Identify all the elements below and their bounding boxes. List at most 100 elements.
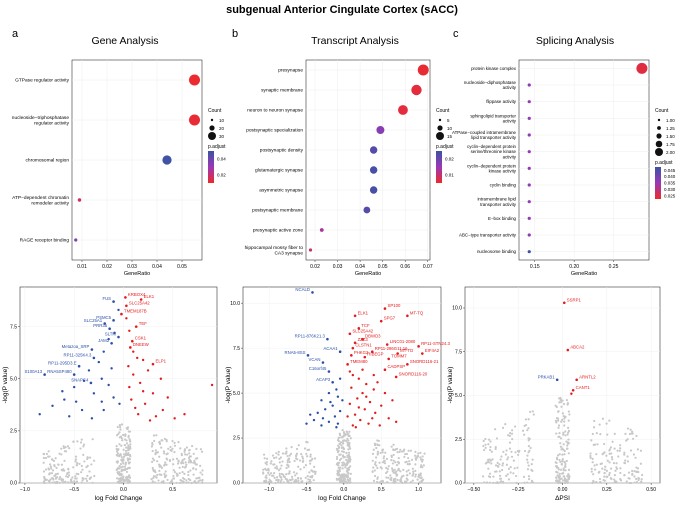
splicing_volcano-ns-point	[509, 471, 512, 474]
splicing_volcano-ns-point	[526, 468, 530, 471]
gene_volcano-ns-point	[187, 456, 191, 460]
transcript_volcano-ns-point	[285, 473, 288, 476]
transcript_volcano-ns-point	[347, 472, 350, 475]
transcript_volcano-ns-point	[395, 463, 399, 467]
splicing_volcano-ns-point	[531, 469, 534, 473]
gene_volcano-ns-point	[43, 478, 47, 482]
transcript_volcano-ns-point	[262, 468, 265, 471]
gene_volcano-ns-point	[123, 465, 126, 468]
transcript_volcano-ns-point	[375, 480, 379, 484]
transcript_volcano-ns-point	[286, 454, 289, 458]
transcript_volcano-ns-point	[263, 457, 266, 460]
transcript_volcano-ns-point	[275, 479, 278, 482]
transcript_volcano-ns-point	[313, 465, 316, 468]
splicing_dot-category-label: ABC−type transporter activity	[459, 233, 517, 238]
transcript_volcano-ns-point	[303, 447, 307, 450]
splicing_volcano-ns-point	[629, 449, 633, 452]
splicing_volcano-ns-point	[619, 478, 622, 481]
transcript_volcano-ns-point	[278, 461, 281, 464]
splicing_volcano-ns-point	[560, 477, 563, 480]
splicing_volcano-ns-point	[562, 431, 565, 434]
splicing_volcano-ns-point	[610, 452, 613, 455]
transcript_volcano-ns-point	[268, 481, 271, 484]
gene_volcano-ns-point	[151, 481, 154, 484]
gene_volcano-down-point	[102, 408, 105, 412]
splicing_volcano-ns-point	[603, 468, 607, 471]
splicing_volcano-ns-point	[567, 468, 571, 472]
transcript_volcano-ns-point	[386, 470, 389, 473]
splicing_volcano-ns-point	[625, 439, 628, 442]
gene_volcano-ns-point	[163, 437, 167, 440]
splicing_volcano-ns-point	[529, 446, 532, 450]
gene_volcano-labeled-point	[120, 312, 123, 316]
transcript_volcano-up-point	[372, 388, 375, 391]
transcript_volcano-down-point	[312, 418, 316, 422]
gene_volcano-ns-point	[157, 463, 161, 466]
splicing_dot-category-line: cyclin binding	[490, 183, 517, 188]
transcript_volcano-down-point	[327, 391, 331, 395]
splicing_volcano-ns-point	[591, 457, 594, 460]
transcript_dot-category-label: postsynaptic membrane	[252, 208, 303, 214]
splicing_volcano-ns-point	[603, 471, 606, 475]
transcript_volcano-ns-point	[262, 453, 266, 456]
gene_volcano-ns-point	[120, 474, 123, 477]
gene_volcano-ns-point	[154, 451, 157, 454]
gene_dot-category-label: GTPase regulator activity	[15, 78, 69, 84]
gene_volcano-labeled-point	[117, 335, 120, 339]
gene_volcano-ns-point	[89, 476, 93, 479]
transcript_volcano-labeled-point	[383, 307, 387, 310]
transcript_volcano-ns-point	[314, 470, 317, 473]
gene_volcano-point-label: SNAPC4	[71, 377, 89, 382]
transcript_volcano-up-point	[367, 422, 370, 425]
transcript_volcano-ns-point	[341, 479, 345, 482]
transcript_dot-category-line: synaptic membrane	[261, 88, 303, 94]
transcript_dot-xtick-label: 0.02	[310, 264, 320, 270]
transcript_volcano-ns-point	[406, 473, 409, 477]
gene_volcano-ns-point	[125, 470, 128, 474]
figure-title: subgenual Anterior Cingulate Cortex (sAC…	[226, 4, 458, 16]
transcript_volcano-ns-point	[304, 463, 308, 467]
transcript_volcano-ns-point	[282, 481, 285, 484]
transcript_volcano-ns-point	[276, 467, 279, 470]
splicing_volcano-ns-point	[613, 474, 616, 477]
splicing_dot-category-label: flippase activity	[486, 99, 517, 104]
transcript_volcano-labeled-point	[417, 345, 420, 348]
transcript_volcano-down-point	[309, 413, 312, 416]
transcript_volcano-ns-point	[341, 476, 344, 479]
transcript_volcano-ns-point	[277, 480, 280, 484]
splicing_volcano-ns-point	[566, 402, 570, 405]
splicing_volcano-ns-point	[495, 437, 499, 440]
gene_volcano-up-point	[127, 365, 130, 368]
gene_volcano-up-point	[141, 390, 145, 393]
splicing_volcano-ns-point	[619, 467, 622, 470]
transcript_volcano-ns-point	[348, 477, 352, 480]
splicing_volcano-ns-point	[523, 433, 526, 436]
gene_volcano-down-point	[107, 383, 110, 387]
gene_volcano-ns-point	[54, 457, 57, 460]
gene_volcano-ns-point	[74, 460, 77, 463]
gene_volcano-ns-point	[120, 444, 123, 447]
splicing_volcano-ns-point	[498, 474, 502, 477]
splicing_volcano-ns-point	[494, 447, 497, 451]
gene_volcano-ns-point	[173, 441, 176, 444]
splicing_volcano-ns-point	[560, 405, 563, 408]
transcript_dot-legend-count-label: 5	[447, 118, 450, 123]
transcript_volcano-up-point	[357, 377, 361, 380]
transcript_volcano-ns-point	[392, 459, 395, 462]
transcript_volcano-ns-point	[373, 462, 377, 466]
splicing_volcano-ns-point	[614, 469, 617, 472]
splicing_volcano-ytick-label: 10.0	[452, 306, 462, 312]
transcript_volcano-ns-point	[385, 476, 388, 479]
gene_volcano-ns-point	[64, 480, 67, 483]
gene_volcano-ns-point	[125, 475, 128, 478]
transcript_volcano-ns-point	[262, 472, 265, 475]
splicing_volcano-ns-point	[589, 452, 592, 455]
gene_volcano-ns-point	[158, 465, 161, 468]
transcript_volcano-ns-point	[392, 443, 395, 446]
gene_volcano-ns-point	[51, 458, 54, 462]
gene_volcano-ns-point	[153, 469, 156, 472]
transcript_volcano-ns-point	[383, 462, 387, 465]
splicing_volcano-ns-point	[615, 462, 618, 465]
transcript_volcano-ns-point	[342, 450, 345, 454]
gene_volcano-ns-point	[172, 477, 175, 480]
